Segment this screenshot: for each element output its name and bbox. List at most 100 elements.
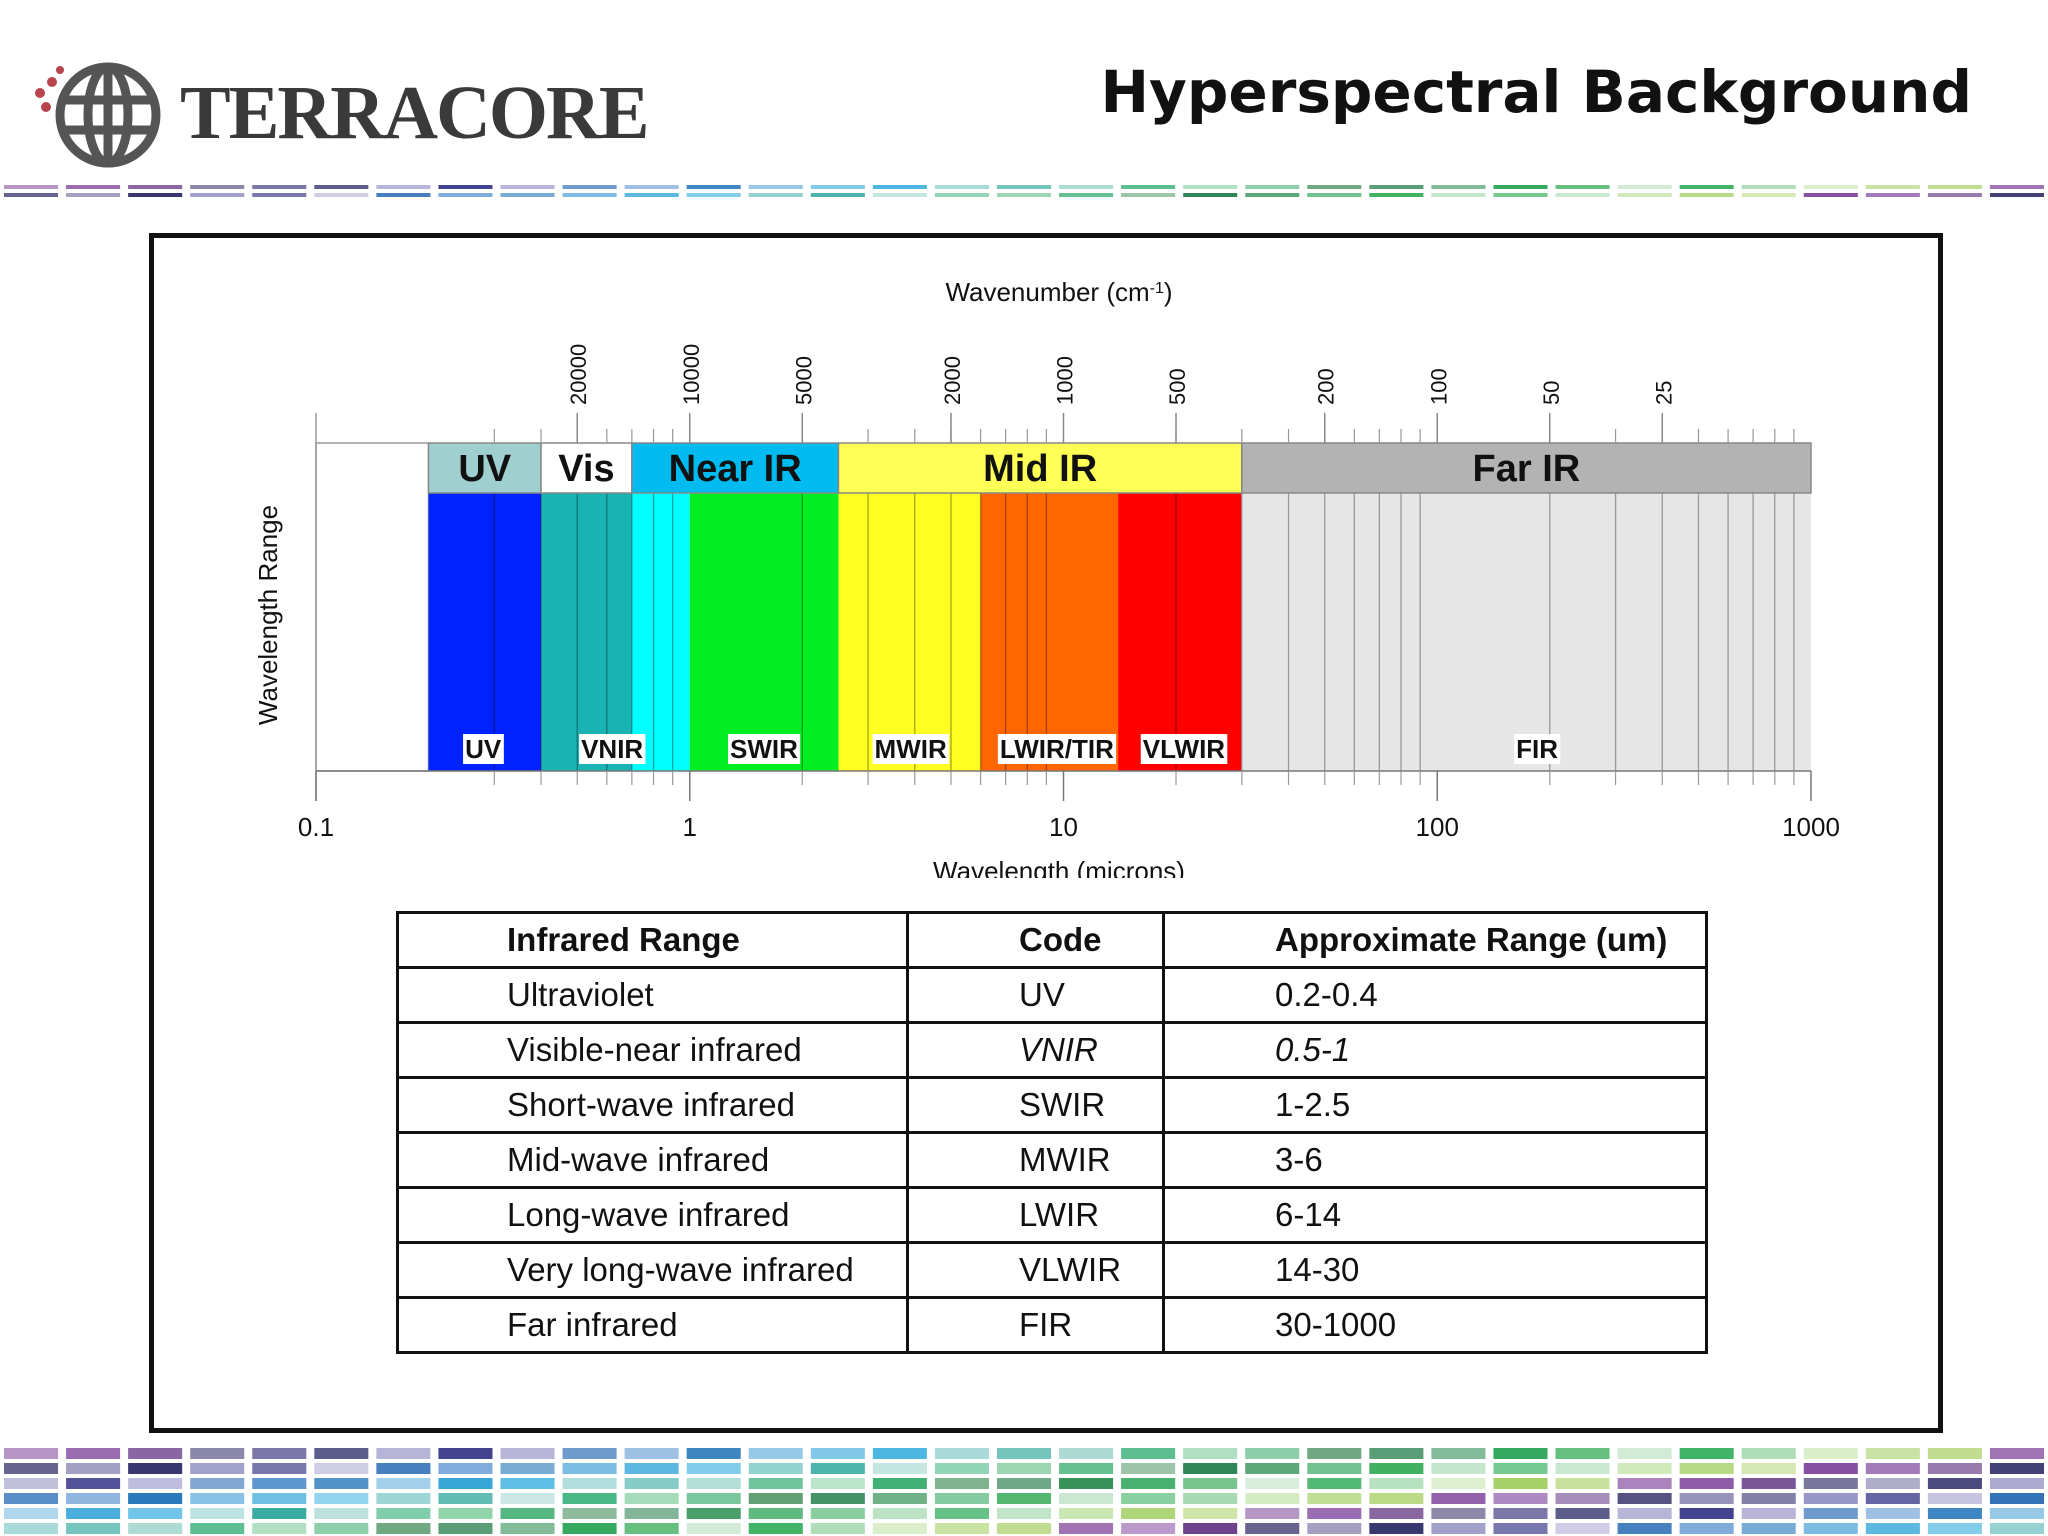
stripe-block — [376, 1463, 431, 1474]
stripe-block — [1369, 185, 1424, 189]
stripe-block — [438, 1523, 493, 1534]
stripe-block — [934, 1493, 989, 1504]
stripe-block — [190, 193, 245, 197]
stripe-block — [1989, 1448, 2044, 1459]
wavenumber-tick-label: 10000 — [679, 344, 704, 405]
stripe-block — [1865, 1463, 1920, 1474]
stripe-block — [1059, 1523, 1114, 1534]
table-row: Far infrared FIR 30-1000 — [396, 1296, 1708, 1354]
range-label-bg — [579, 734, 646, 764]
stripe-block — [66, 185, 121, 189]
band-near-ir — [631, 442, 840, 494]
stripe-block — [686, 1493, 741, 1504]
decorative-stripes-top — [4, 185, 2044, 197]
stripe-block — [1679, 1478, 1734, 1489]
stripe-block — [1741, 193, 1796, 197]
stripe-block — [1741, 1463, 1796, 1474]
stripe-block — [1989, 1478, 2044, 1489]
stripe-block — [1245, 185, 1300, 189]
stripe-block — [1989, 185, 2044, 189]
stripe-block — [1431, 193, 1486, 197]
band-uv — [427, 442, 542, 494]
stripe-block — [252, 1478, 307, 1489]
stripe-block — [1555, 1478, 1610, 1489]
stripe-block — [1927, 1448, 1982, 1459]
band-vis — [540, 442, 633, 494]
stripe-block — [748, 1523, 803, 1534]
stripe-block — [1431, 1463, 1486, 1474]
stripe-block — [438, 1493, 493, 1504]
stripe-block — [872, 1523, 927, 1534]
x-tick-label: 1000 — [1782, 812, 1840, 842]
stripe-block — [314, 1493, 369, 1504]
table-cell: Long-wave infrared — [396, 1186, 909, 1244]
wavelength-axis-title: Wavelength (microns) — [933, 856, 1185, 878]
stripe-block — [1307, 1463, 1362, 1474]
stripe-block — [1617, 1523, 1672, 1534]
stripe-block — [1493, 185, 1548, 189]
empty-region — [315, 442, 430, 772]
stripe-block — [1121, 185, 1176, 189]
stripe-block — [1865, 1508, 1920, 1519]
stripe-block — [1865, 1523, 1920, 1534]
x-tick-label: 1 — [683, 812, 697, 842]
stripe-block — [314, 1448, 369, 1459]
stripe-block — [1989, 1493, 2044, 1504]
stripe-block — [624, 1448, 679, 1459]
stripe-block — [1617, 193, 1672, 197]
stripe-block — [66, 1508, 121, 1519]
stripe-block — [314, 1508, 369, 1519]
stripe-block — [1679, 185, 1734, 189]
stripe-block — [686, 1523, 741, 1534]
stripe-block — [1803, 1523, 1858, 1534]
stripe-block — [4, 1463, 59, 1474]
stripe-block — [66, 1448, 121, 1459]
table-cell: 3-6 — [1162, 1131, 1708, 1189]
stripe-block — [1803, 1463, 1858, 1474]
wavenumber-tick-label: 5000 — [791, 356, 816, 405]
stripe-block — [1803, 193, 1858, 197]
stripe-block — [190, 1478, 245, 1489]
stripe-block — [624, 1478, 679, 1489]
stripe-block — [252, 1523, 307, 1534]
stripe-block — [934, 1463, 989, 1474]
stripe-block — [1493, 1478, 1548, 1489]
wavenumber-tick-label: 200 — [1314, 368, 1339, 405]
stripe-block — [1183, 1523, 1238, 1534]
y-axis-title: Wavelength Range — [253, 505, 283, 725]
band-label: Vis — [558, 448, 614, 490]
stripe-block — [562, 193, 617, 197]
stripe-block — [1927, 193, 1982, 197]
stripe-block — [500, 1523, 555, 1534]
stripe-block — [1493, 1493, 1548, 1504]
stripe-block — [314, 1523, 369, 1534]
stripe-block — [1865, 1448, 1920, 1459]
table-cell: UV — [906, 966, 1165, 1024]
stripe-block — [1245, 1463, 1300, 1474]
stripe-block — [4, 1523, 59, 1534]
stripe-block — [1121, 1448, 1176, 1459]
stripe-block — [562, 1463, 617, 1474]
stripe-block — [190, 1448, 245, 1459]
stripe-block — [252, 1493, 307, 1504]
stripe-block — [810, 185, 865, 189]
stripe-block — [376, 1493, 431, 1504]
stripe-block — [252, 1448, 307, 1459]
stripe-block — [1617, 1463, 1672, 1474]
stripe-block — [1059, 1493, 1114, 1504]
stripe-block — [1989, 193, 2044, 197]
wavenumber-tick-label: 20000 — [566, 344, 591, 405]
stripe-block — [128, 185, 183, 189]
stripe-block — [1121, 1493, 1176, 1504]
stripe-block — [1679, 1508, 1734, 1519]
stripe-block — [624, 193, 679, 197]
stripe-block — [1803, 1448, 1858, 1459]
stripe-block — [748, 185, 803, 189]
stripe-block — [376, 1508, 431, 1519]
table-cell: 14-30 — [1162, 1241, 1708, 1299]
stripe-block — [934, 1448, 989, 1459]
stripe-block — [1555, 193, 1610, 197]
stripe-block — [1059, 1508, 1114, 1519]
stripe-block — [934, 185, 989, 189]
stripe-block — [1989, 1508, 2044, 1519]
